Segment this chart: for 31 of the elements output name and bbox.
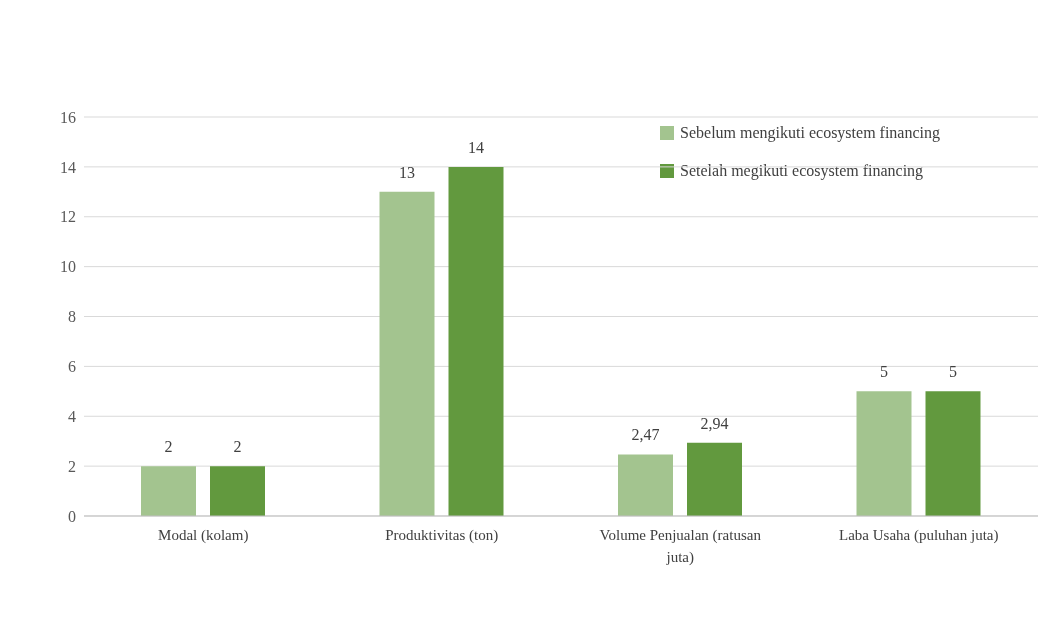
data-label: 14	[468, 138, 484, 156]
bar	[210, 466, 265, 516]
y-tick-label: 4	[68, 407, 76, 425]
bar	[856, 391, 912, 516]
bar	[448, 166, 504, 516]
data-label: 2,47	[631, 426, 660, 444]
bar	[687, 442, 742, 516]
legend-label: Sebelum mengikuti ecosystem financing	[680, 124, 940, 142]
y-tick-label: 8	[68, 308, 76, 326]
y-tick-label: 14	[60, 158, 76, 176]
data-label: 5	[949, 363, 957, 381]
x-tick-label: Volume Penjualan (ratusan juta)	[599, 527, 762, 566]
y-tick-label: 0	[68, 507, 76, 525]
bar	[141, 466, 196, 516]
y-tick-label: 2	[68, 457, 76, 475]
data-label: 13	[399, 163, 415, 181]
y-tick-label: 16	[60, 108, 76, 126]
y-tick-label: 12	[60, 208, 76, 226]
x-tick-label: Modal (kolam)	[158, 527, 249, 544]
data-label: 2	[233, 438, 242, 456]
bar	[618, 454, 673, 516]
bar	[925, 391, 981, 516]
bar	[379, 191, 435, 516]
x-tick-label: Laba Usaha (puluhan juta)	[838, 527, 999, 544]
data-label: 5	[880, 363, 888, 381]
data-label: 2	[164, 438, 173, 456]
x-tick-label: Produktivitas (ton)	[385, 527, 499, 544]
y-tick-label: 6	[68, 358, 76, 376]
data-label: 2,94	[700, 414, 729, 432]
legend-label: Setelah megikuti ecosystem financing	[680, 162, 924, 180]
y-tick-label: 10	[60, 258, 76, 276]
